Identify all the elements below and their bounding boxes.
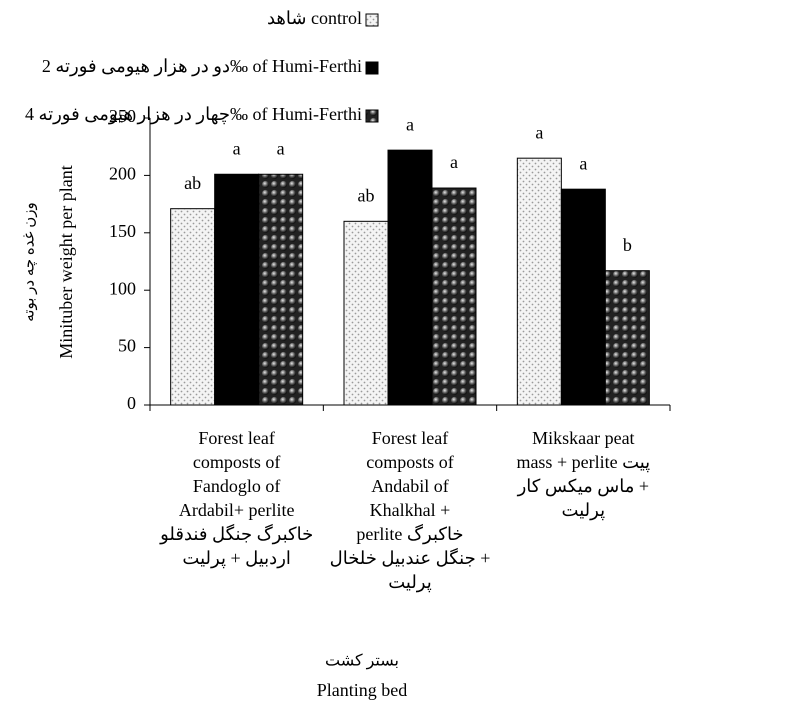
x-tick-label: Ardabil+ perlite	[179, 500, 295, 520]
x-tick-label: خاکبرگ جنگل فندقلو	[159, 523, 313, 545]
x-tick-label: پرلیت	[562, 500, 606, 521]
x-tick-label: perlite خاکبرگ	[356, 523, 463, 545]
x-tick-label: اردبیل + پرلیت	[182, 548, 290, 569]
legend-label: چهار در هزار هیومی فورته 4‰ of Humi-Fert…	[25, 104, 362, 125]
significance-label: a	[579, 153, 587, 173]
x-tick-label: جنگل عندبیل خلخال +	[330, 547, 491, 568]
bar	[560, 188, 606, 406]
y-tick-label: 50	[118, 336, 136, 356]
x-tick-label: Khalkhal +	[370, 500, 451, 520]
legend-label: دو در هزار هیومی فورته 2‰ of Humi-Ferthi	[42, 56, 362, 77]
y-tick-label: 0	[127, 393, 136, 413]
legend-marker	[365, 109, 379, 123]
y-axis-label: Minituber weight per plant	[56, 165, 76, 358]
bar	[170, 208, 216, 406]
x-tick-label: Forest leaf	[372, 428, 448, 448]
legend-label: شاهد control	[267, 8, 362, 28]
significance-label: a	[233, 138, 241, 158]
bar	[431, 187, 477, 406]
y-axis-label: وزن غده چه در بوته	[21, 202, 37, 321]
x-tick-label: Andabil of	[371, 476, 448, 496]
y-tick-label: 200	[109, 164, 136, 184]
bar	[516, 157, 562, 406]
y-tick-label: 100	[109, 278, 136, 298]
significance-label: a	[277, 138, 285, 158]
significance-label: a	[450, 152, 458, 172]
bar	[258, 173, 304, 406]
x-tick-label: Mikskaar peat	[532, 428, 634, 448]
x-tick-label: composts of	[366, 452, 454, 472]
x-tick-label: mass + perlite پیت	[516, 452, 650, 473]
x-tick-label: Fandoglo of	[193, 476, 281, 496]
x-axis-label: Planting bed	[317, 680, 408, 700]
significance-label: ab	[184, 173, 201, 193]
bar	[343, 220, 389, 406]
x-tick-label: ماس میکس کار +	[517, 476, 649, 497]
significance-label: ab	[358, 185, 375, 205]
legend-marker	[365, 61, 379, 75]
y-tick-label: 150	[109, 221, 136, 241]
significance-label: a	[406, 114, 414, 134]
bar	[214, 173, 260, 406]
legend-marker	[365, 13, 379, 27]
bar	[387, 149, 433, 406]
x-tick-label: composts of	[193, 452, 281, 472]
bar	[604, 270, 650, 406]
x-axis-label: بستر کشت	[325, 653, 399, 670]
significance-label: a	[535, 122, 543, 142]
y-tick-label: 250	[109, 106, 136, 126]
x-tick-label: Forest leaf	[198, 428, 274, 448]
x-tick-label: پرلیت	[388, 572, 432, 593]
significance-label: b	[623, 235, 632, 255]
